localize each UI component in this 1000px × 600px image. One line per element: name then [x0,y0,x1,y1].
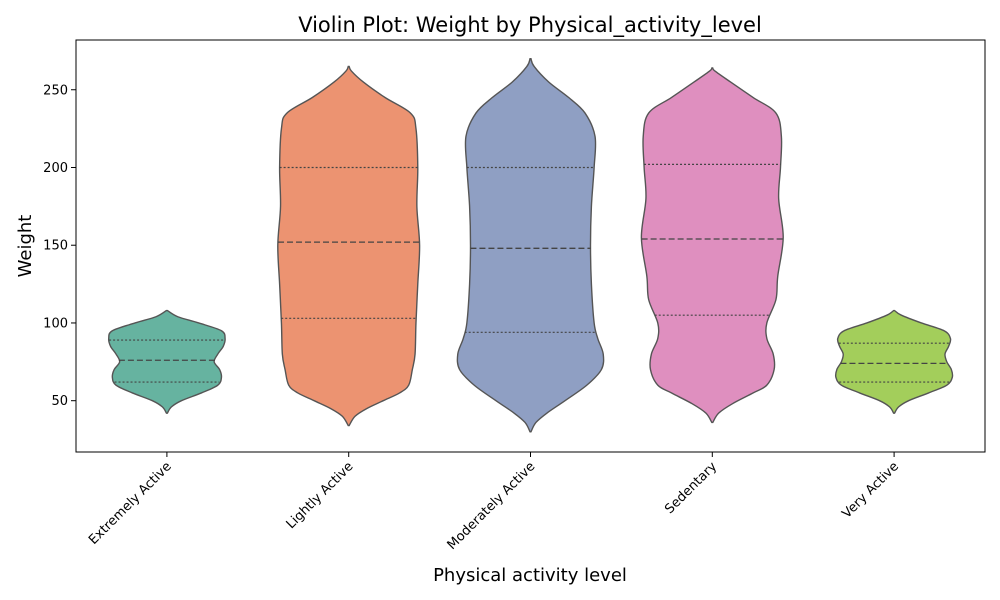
violin-moderately-active [456,57,605,433]
plot-area: 50 100 150 200 250 Extremely Active Lightly Ac… [43,39,986,553]
violin-very-active [834,309,954,414]
y-tick-label: 150 [43,239,68,254]
x-tick-label: Extremely Active [86,459,175,548]
y-tick-label: 200 [43,161,68,176]
x-tick-label: Lightly Active [284,459,357,532]
violin-lightly-active [277,65,421,427]
x-axis-label: Physical activity level [433,565,627,586]
chart-title: Violin Plot: Weight by Physical_activity… [298,13,762,38]
x-tick-label: Very Active [840,459,902,521]
y-axis-label: Weight [15,215,36,278]
y-tick-label: 100 [43,316,68,331]
violin-extremely-active [107,309,226,414]
y-tick-label: 50 [51,394,68,409]
violin-sedentary [640,67,784,424]
y-tick-label: 250 [43,83,68,98]
x-tick-label: Moderately Active [445,459,539,553]
x-tick-label: Sedentary [662,459,720,517]
